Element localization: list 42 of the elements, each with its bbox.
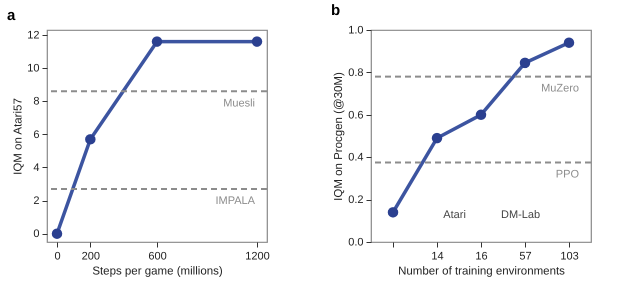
- point: [432, 132, 442, 144]
- y-tick-label: 10: [27, 62, 40, 75]
- y-tick-label: 12: [27, 29, 40, 42]
- y-tick-label: 0.8: [348, 66, 364, 79]
- point: [152, 36, 162, 47]
- point: [476, 110, 486, 120]
- y-tick-label: 0: [33, 228, 40, 240]
- x-axis-title: Number of training environments: [398, 266, 566, 278]
- y-tick-label: 0.4: [348, 152, 364, 164]
- point: [388, 207, 398, 218]
- y-tick-label: 6: [33, 128, 40, 141]
- point: [520, 58, 530, 68]
- x-tick-label: 57: [519, 250, 532, 262]
- chart-title: a: [7, 6, 16, 24]
- ref-line-label: MuZero: [541, 82, 579, 95]
- point: [564, 37, 574, 48]
- x-tick-label: 14: [431, 250, 444, 262]
- x-tick-label: 1200: [245, 250, 270, 262]
- y-tick-label: 0.2: [348, 194, 364, 206]
- x-tick-label: 0: [54, 250, 61, 262]
- annotation: DM-Lab: [501, 209, 540, 221]
- point: [85, 134, 96, 145]
- y-tick-label: 2: [33, 195, 40, 208]
- y-tick-label: 4: [33, 162, 40, 174]
- y-tick-label: 8: [33, 96, 40, 108]
- y-tick-label: 0.6: [348, 109, 364, 122]
- y-axis-title: IQM on Atari57: [12, 98, 24, 175]
- x-tick-label: 200: [82, 250, 100, 262]
- point: [252, 36, 262, 47]
- x-tick-label: 16: [475, 250, 488, 262]
- ref-line-label: PPO: [556, 168, 580, 180]
- x-axis-title: Steps per game (millions): [92, 266, 223, 278]
- point: [52, 228, 62, 239]
- annotation: Atari: [443, 209, 466, 221]
- y-tick-label: 1.0: [348, 24, 364, 36]
- x-tick-label: 600: [148, 250, 167, 262]
- y-tick-label: 0.0: [348, 236, 364, 248]
- chart-title: b: [331, 2, 340, 19]
- ref-line-label: IMPALA: [215, 195, 256, 207]
- y-axis-title: IQM on Procgen (@30M): [333, 72, 346, 201]
- x-tick-label: 103: [560, 250, 579, 262]
- ref-line-label: Muesli: [223, 97, 255, 110]
